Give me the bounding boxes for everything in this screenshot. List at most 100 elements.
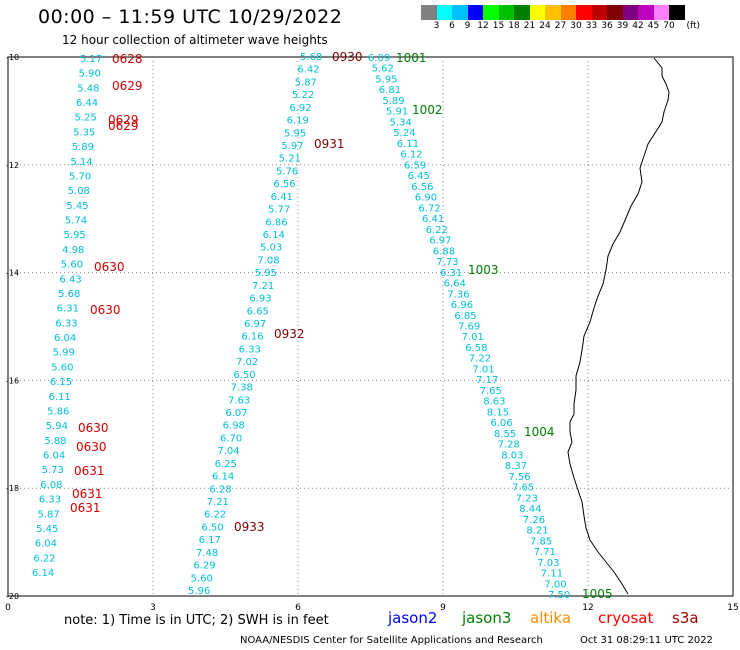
swh-value: 5.95 [64, 230, 86, 241]
y-tick-label: -14 [6, 269, 19, 278]
swh-value: 7.03 [537, 558, 559, 569]
swh-value: 5.95 [255, 268, 277, 279]
legend-label: 30 [570, 21, 582, 31]
time-label: 1003 [468, 263, 499, 277]
legend-label: 45 [647, 21, 660, 31]
legend-label: 70 [663, 21, 675, 31]
swh-value: 7.38 [231, 383, 253, 394]
time-label: 0631 [74, 464, 105, 478]
swh-value: 5.86 [47, 406, 69, 417]
swh-value: 5.89 [382, 96, 404, 107]
swh-value: 7.02 [236, 357, 258, 368]
x-tick-label: 6 [295, 603, 301, 613]
legend-label: 42 [632, 21, 644, 31]
legend-label: 6 [449, 21, 455, 31]
swh-value: 6.29 [193, 561, 215, 572]
swh-value: 6.04 [43, 451, 65, 462]
y-tick-label: -12 [6, 161, 19, 170]
swh-value: 7.01 [462, 332, 484, 343]
swh-value: 7.63 [228, 395, 250, 406]
swh-value: 8.55 [494, 429, 516, 440]
swh-value: 6.41 [271, 192, 293, 203]
swh-value: 5.96 [188, 586, 210, 597]
swh-value: 5.60 [61, 260, 83, 271]
satellite-altika: altika [530, 609, 572, 627]
swh-value: 7.65 [480, 386, 502, 397]
legend-label: 33 [585, 21, 598, 31]
time-label: 0628 [112, 52, 143, 66]
swh-value: 5.94 [46, 421, 68, 432]
time-label: 0629 [112, 79, 143, 93]
swh-value: 6.28 [209, 484, 231, 495]
swh-value: 5.03 [260, 243, 282, 254]
satellite-s3a: s3a [672, 609, 699, 627]
swh-value: 6.11 [48, 392, 70, 403]
legend-label: 39 [616, 21, 629, 31]
swh-value: 6.04 [35, 539, 57, 550]
legend-swatch [483, 5, 499, 20]
legend-label: 24 [539, 21, 551, 31]
x-tick-label: 12 [582, 603, 593, 613]
color-legend: 3 6 9 12 15 18 21 24 27 30 33 36 39 42 45 70 (ft) [421, 5, 740, 32]
legend-swatch [467, 5, 483, 20]
x-tick-label: 9 [440, 603, 446, 613]
page-subtitle: 12 hour collection of altimeter wave hei… [62, 33, 328, 47]
swh-value: 7.01 [472, 364, 494, 375]
swh-value: 7.65 [512, 483, 534, 494]
swh-value: 8.44 [519, 504, 541, 515]
swh-value: 5.77 [268, 205, 290, 216]
time-label: 0932 [274, 327, 305, 341]
time-label: 0931 [314, 137, 345, 151]
satellite-cryosat: cryosat [598, 609, 654, 627]
swh-value: 5.87 [37, 509, 59, 520]
swh-value: 7.22 [469, 354, 491, 365]
swh-value: 8.37 [505, 461, 527, 472]
generated-timestamp: Oct 31 08:29:11 UTC 2022 [580, 635, 713, 646]
time-label: 0630 [76, 440, 107, 454]
swh-value: 6.56 [411, 182, 433, 193]
time-label: 1005 [582, 587, 613, 601]
swh-value: 7.36 [447, 289, 469, 300]
page-title: 00:00 – 11:59 UTC 10/29/2022 [38, 6, 343, 28]
swh-value: 6.16 [241, 332, 263, 343]
swh-value: 6.22 [33, 553, 55, 564]
legend-swatch [576, 5, 592, 20]
satellite-jason3: jason3 [462, 609, 512, 627]
swh-value: 5.68 [300, 52, 322, 63]
swh-value: 6.14 [212, 472, 234, 483]
y-tick-label: -10 [6, 53, 19, 62]
footer-note: note: 1) Time is in UTC; 2) SWH is in fe… [64, 613, 329, 628]
swh-value: 6.70 [220, 433, 242, 444]
swh-value: 7.69 [458, 322, 480, 333]
swh-value: 5.95 [284, 128, 306, 139]
swh-value: 7.17 [476, 375, 498, 386]
swh-value: 5.87 [295, 77, 317, 88]
swh-value: 6.56 [273, 179, 295, 190]
swh-value: 6.06 [490, 418, 512, 429]
map-frame [7, 56, 734, 597]
swh-value: 7.28 [498, 440, 520, 451]
swh-value: 6.04 [54, 333, 76, 344]
swh-value: 6.33 [239, 344, 261, 355]
swh-value: 6.14 [32, 568, 54, 579]
legend-label: 9 [464, 21, 471, 31]
swh-value: 6.58 [465, 343, 487, 354]
swh-value: 6.44 [76, 98, 98, 109]
legend-swatch [436, 5, 452, 20]
swh-value: 6.07 [225, 408, 247, 419]
swh-value: 6.09 [368, 53, 390, 64]
time-label: 0631 [70, 501, 101, 515]
swh-value: 6.81 [379, 85, 401, 96]
legend-swatch [607, 5, 623, 20]
swh-value: 7.73 [436, 257, 458, 268]
swh-value: 4.98 [62, 245, 84, 256]
swh-value: 5.74 [65, 216, 87, 227]
time-label: 0630 [90, 303, 121, 317]
swh-value: 7.71 [534, 547, 556, 558]
time-label: 1001 [396, 51, 427, 65]
swh-value: 5.48 [77, 83, 99, 94]
swh-value: 6.90 [415, 193, 437, 204]
swh-value: 5.17 [80, 54, 102, 65]
swh-value: 6.72 [418, 203, 440, 214]
